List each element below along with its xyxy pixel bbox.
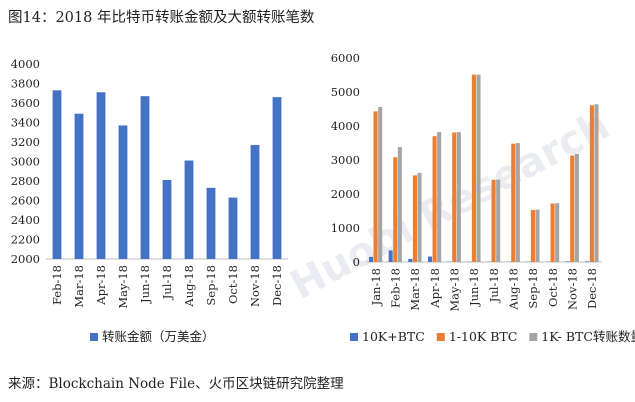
- left-x-tick-label: Dec-18: [270, 265, 284, 306]
- right-bar-2-Feb-18: [397, 147, 402, 262]
- right-bar-1-Mar-18: [412, 175, 417, 262]
- right-y-tick-label: 4000: [331, 119, 360, 133]
- right-bar-2-Nov-18: [574, 153, 579, 262]
- right-bar-2-May-18: [456, 132, 461, 262]
- left-bar-0-Aug-18: [184, 160, 194, 259]
- left-x-tick-label: May-18: [116, 265, 130, 309]
- right-bar-1-Jan-18: [373, 111, 378, 262]
- right-bar-1-Jul-18: [491, 179, 496, 262]
- left-y-tick-label: 2000: [11, 252, 40, 266]
- right-x-tick-label: Mar-18: [408, 268, 422, 311]
- left-x-tick-label: Jul-18: [160, 265, 174, 300]
- source-note: 来源：Blockchain Node File、火币区块链研究院整理: [8, 376, 344, 392]
- left-chart: 2000 2200 2400 2600 2800 3000 3200 3400 3600 3800…: [11, 57, 288, 344]
- right-bar-1-Aug-18: [511, 143, 516, 262]
- right-x-tick-label: Jul-18: [487, 268, 501, 303]
- right-y-tick-label: 5000: [331, 85, 360, 99]
- left-y-tick-label: 3600: [11, 96, 40, 110]
- left-bar-0-Mar-18: [74, 113, 84, 259]
- right-bar-0-Apr-18: [427, 256, 433, 262]
- right-bar-2-Dec-18: [594, 104, 599, 263]
- left-bar-0-Sep-18: [206, 187, 216, 259]
- left-x-tick-label: Sep-18: [204, 265, 218, 306]
- left-bar-0-Nov-18: [250, 144, 260, 259]
- right-x-tick-label: Jan-18: [369, 268, 383, 306]
- right-bar-2-Oct-18: [555, 203, 560, 262]
- right-bar-0-Mar-18: [408, 258, 413, 262]
- right-x-tick-label: Dec-18: [585, 268, 599, 309]
- left-y-tick-label: 2800: [11, 174, 40, 188]
- right-bar-2-Jun-18: [476, 74, 481, 262]
- right-bar-2-Mar-18: [417, 172, 422, 262]
- left-bar-0-Jun-18: [140, 96, 150, 259]
- figure-title: 图14：2018 年比特币转账金额及大额转账笔数: [8, 10, 315, 26]
- left-x-tick-label: Apr-18: [94, 265, 108, 306]
- left-bar-0-Dec-18: [272, 97, 282, 260]
- right-bar-1-Jun-18: [471, 74, 476, 262]
- right-legend-label: 10K+BTC: [362, 329, 425, 344]
- left-x-tick-label: Nov-18: [248, 265, 262, 307]
- right-y-tick-label: 2000: [331, 187, 360, 201]
- right-bar-1-Sep-18: [530, 209, 535, 262]
- right-bar-0-Dec-18: [585, 261, 590, 262]
- left-x-tick-label: Jun-18: [138, 265, 152, 304]
- right-x-tick-label: Oct-18: [546, 268, 560, 307]
- right-legend-label: 1-10K BTC: [449, 329, 517, 344]
- right-bar-2-Sep-18: [535, 209, 540, 262]
- right-x-tick-label: Feb-18: [389, 268, 403, 308]
- left-x-tick-label: Feb-18: [50, 265, 64, 305]
- right-x-tick-label: Apr-18: [428, 268, 442, 309]
- right-bar-0-Jan-18: [368, 256, 374, 262]
- right-bar-1-Oct-18: [550, 203, 555, 262]
- right-x-tick-label: Sep-18: [526, 268, 540, 309]
- right-bar-0-Nov-18: [565, 261, 570, 262]
- left-y-tick-label: 2400: [11, 213, 40, 227]
- left-x-tick-label: Mar-18: [72, 265, 86, 308]
- right-x-tick-label: Jun-18: [467, 268, 481, 307]
- right-y-tick-label: 3000: [331, 153, 360, 167]
- left-x-tick-label: Oct-18: [226, 265, 240, 304]
- left-bar-0-Feb-18: [52, 90, 62, 259]
- left-bar-0-Oct-18: [228, 197, 238, 259]
- right-legend-label: 1K- BTC转账数量: [541, 329, 635, 344]
- right-bar-0-Feb-18: [388, 250, 393, 262]
- right-bar-2-Jan-18: [378, 106, 383, 263]
- left-bar-0-May-18: [118, 125, 128, 259]
- right-legend-swatch: [436, 333, 445, 341]
- right-bar-2-Jul-18: [496, 179, 501, 262]
- left-y-tick-label: 2200: [11, 233, 40, 247]
- right-x-tick-label: Nov-18: [566, 268, 580, 310]
- left-y-tick-label: 3200: [11, 135, 40, 149]
- right-chart: 0 1000 2000 3000 4000 5000 6000 Jan-18 Feb-18 Mar…: [331, 51, 635, 344]
- left-legend-swatch: [90, 333, 98, 341]
- right-bar-2-Apr-18: [437, 132, 442, 262]
- right-bar-1-May-18: [452, 132, 457, 262]
- right-bar-1-Nov-18: [570, 155, 575, 262]
- right-bar-1-Feb-18: [393, 157, 398, 262]
- left-bar-0-Jul-18: [162, 180, 172, 259]
- right-y-tick-label: 1000: [331, 221, 360, 235]
- right-y-tick-label: 0: [353, 255, 360, 269]
- left-y-tick-label: 3400: [11, 116, 40, 130]
- right-bar-2-Aug-18: [515, 143, 520, 262]
- left-y-tick-label: 4000: [11, 57, 40, 71]
- right-bar-1-Apr-18: [432, 136, 437, 262]
- right-x-tick-label: Aug-18: [507, 268, 521, 311]
- right-legend-swatch: [529, 333, 538, 341]
- right-x-tick-label: May-18: [448, 268, 462, 312]
- right-legend-swatch: [350, 333, 358, 341]
- right-y-tick-label: 6000: [331, 51, 360, 65]
- right-bar-1-Dec-18: [589, 105, 594, 262]
- left-legend-label: 转账金额（万美金）: [102, 329, 215, 344]
- left-y-tick-label: 3800: [11, 77, 40, 91]
- left-y-tick-label: 3000: [11, 155, 40, 169]
- left-y-tick-label: 2600: [11, 194, 40, 208]
- left-x-tick-label: Aug-18: [182, 265, 196, 308]
- left-bar-0-Apr-18: [96, 92, 106, 260]
